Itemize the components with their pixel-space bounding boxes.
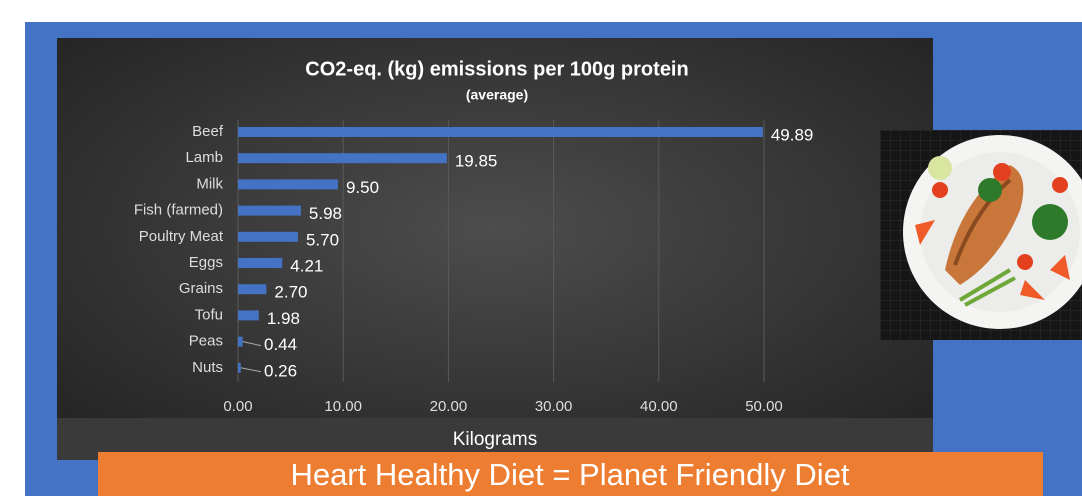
bar bbox=[238, 258, 282, 268]
bar bbox=[238, 337, 243, 347]
bar bbox=[238, 310, 259, 320]
chart-subtitle: (average) bbox=[466, 87, 528, 103]
y-tick-label: Lamb bbox=[185, 149, 223, 166]
bar bbox=[238, 179, 338, 189]
y-tick-label: Nuts bbox=[192, 359, 223, 376]
y-tick-label: Fish (farmed) bbox=[134, 202, 223, 219]
y-tick-label: Milk bbox=[196, 175, 223, 192]
data-label: 2.70 bbox=[274, 283, 307, 302]
data-label: 0.44 bbox=[264, 335, 297, 354]
y-tick-label: Eggs bbox=[189, 254, 223, 271]
data-label: 4.21 bbox=[290, 256, 323, 275]
slide: CO2-eq. (kg) emissions per 100g protein … bbox=[0, 0, 1082, 496]
chart-title: CO2-eq. (kg) emissions per 100g protein bbox=[305, 58, 688, 80]
page: {"chart_data": {"type": "bar", "orientat… bbox=[0, 0, 1082, 496]
y-tick-label: Tofu bbox=[195, 306, 223, 323]
banner-text: Heart Healthy Diet = Planet Friendly Die… bbox=[290, 457, 849, 492]
bar bbox=[238, 232, 298, 242]
bar bbox=[238, 127, 763, 137]
y-tick-label: Peas bbox=[189, 333, 223, 350]
y-tick-label: Poultry Meat bbox=[139, 228, 224, 245]
data-label: 9.50 bbox=[346, 178, 379, 197]
x-tick-label: 30.00 bbox=[535, 398, 573, 415]
x-tick-label: 40.00 bbox=[640, 398, 678, 415]
data-label: 5.98 bbox=[309, 204, 342, 223]
x-tick-label: 20.00 bbox=[430, 398, 468, 415]
y-tick-label: Grains bbox=[179, 280, 223, 297]
y-tick-label: Beef bbox=[192, 123, 224, 140]
bar bbox=[238, 363, 241, 373]
bar bbox=[238, 284, 266, 294]
x-axis-label: Kilograms bbox=[453, 429, 537, 450]
data-label: 0.26 bbox=[264, 361, 297, 380]
bar bbox=[238, 206, 301, 216]
x-tick-label: 50.00 bbox=[745, 398, 783, 415]
bar bbox=[238, 153, 447, 163]
x-tick-label: 0.00 bbox=[223, 398, 252, 415]
data-label: 49.89 bbox=[771, 125, 814, 144]
food-photo bbox=[880, 130, 1082, 340]
data-label: 19.85 bbox=[455, 152, 498, 171]
x-tick-label: 10.00 bbox=[324, 398, 362, 415]
data-label: 5.70 bbox=[306, 230, 339, 249]
data-label: 1.98 bbox=[267, 309, 300, 328]
